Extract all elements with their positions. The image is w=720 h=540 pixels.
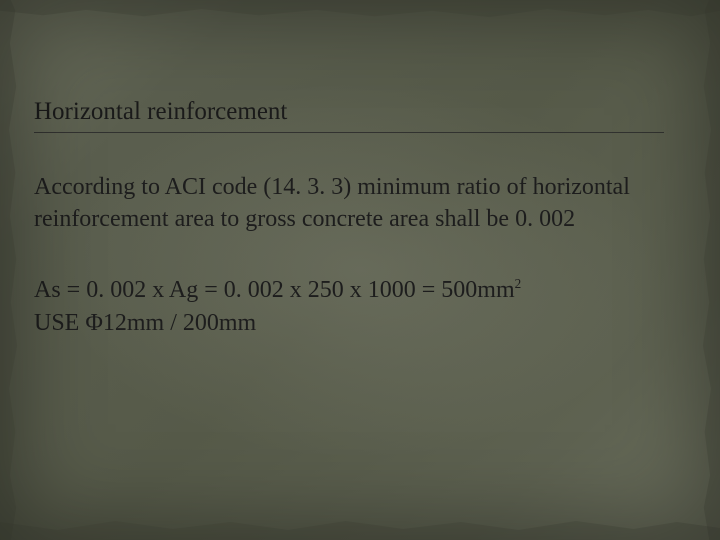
formula-text: As = 0. 002 x Ag = 0. 002 x 250 x 1000 =… xyxy=(34,277,515,303)
use-line: USE Φ12mm / 200mm xyxy=(34,307,686,341)
title-underline xyxy=(34,132,664,133)
body-paragraph: According to ACI code (14. 3. 3) minimum… xyxy=(34,171,674,236)
formula-exponent: 2 xyxy=(515,276,522,291)
slide-content: Horizontal reinforcement According to AC… xyxy=(34,98,686,341)
slide-title: Horizontal reinforcement xyxy=(34,98,686,133)
formula-line: As = 0. 002 x Ag = 0. 002 x 250 x 1000 =… xyxy=(34,274,686,308)
title-text: Horizontal reinforcement xyxy=(34,98,287,125)
